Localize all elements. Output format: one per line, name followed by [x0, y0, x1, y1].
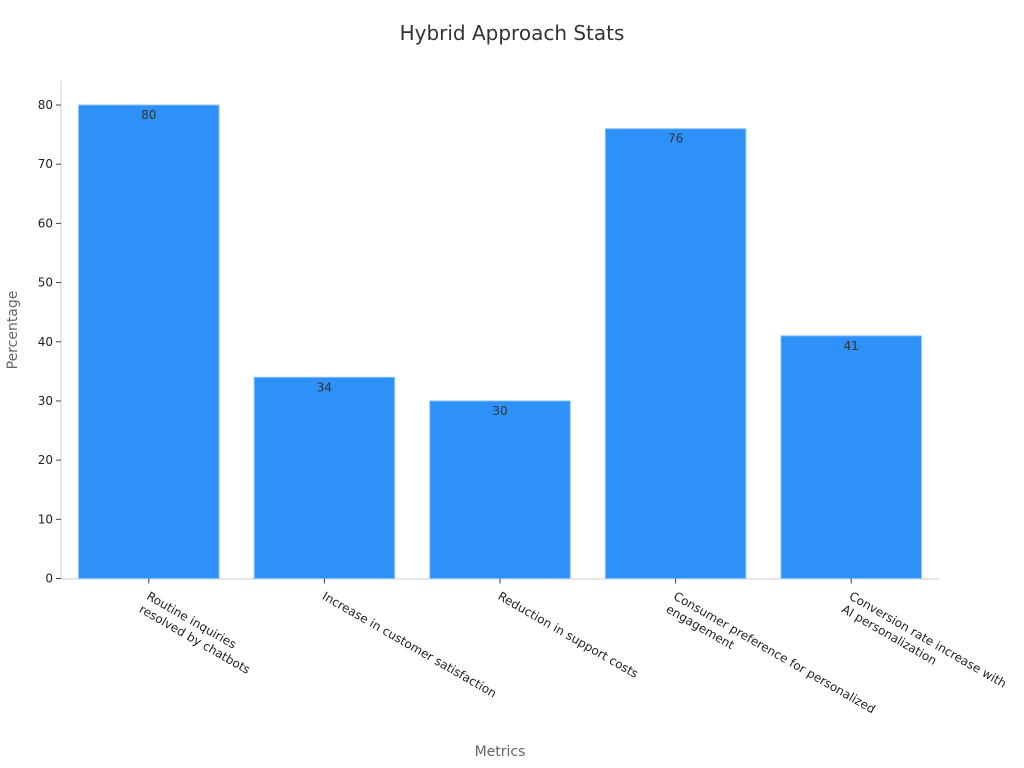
bar	[604, 128, 747, 579]
x-tick-label: Routine inquiriesresolved by chatbots	[137, 589, 260, 677]
y-tick-label: 40	[38, 335, 53, 349]
x-tick-label: Reduction in support costs	[496, 589, 641, 681]
value-label: 30	[492, 404, 507, 418]
value-label: 41	[844, 339, 859, 353]
x-tick-label: Conversion rate increase withAI personal…	[839, 589, 1009, 704]
y-tick-label: 0	[45, 572, 53, 586]
y-tick-label: 10	[38, 512, 53, 526]
bar	[253, 376, 396, 579]
y-tick-label: 60	[38, 216, 53, 230]
value-label: 80	[141, 108, 156, 122]
bar	[429, 400, 571, 580]
y-axis-label: Percentage	[5, 291, 21, 370]
bar	[780, 335, 922, 579]
y-tick-label: 20	[38, 453, 53, 467]
x-tick-label: Increase in customer satisfaction	[320, 589, 499, 700]
value-label: 34	[317, 380, 332, 394]
bar	[78, 104, 220, 580]
y-tick-label: 70	[38, 157, 53, 171]
x-axis-label: Metrics	[475, 744, 526, 760]
value-label: 76	[668, 132, 683, 146]
y-tick-label: 80	[38, 98, 53, 112]
chart-title: Hybrid Approach Stats	[400, 21, 625, 45]
y-tick-label: 30	[38, 394, 53, 408]
y-tick-label: 50	[38, 276, 53, 290]
